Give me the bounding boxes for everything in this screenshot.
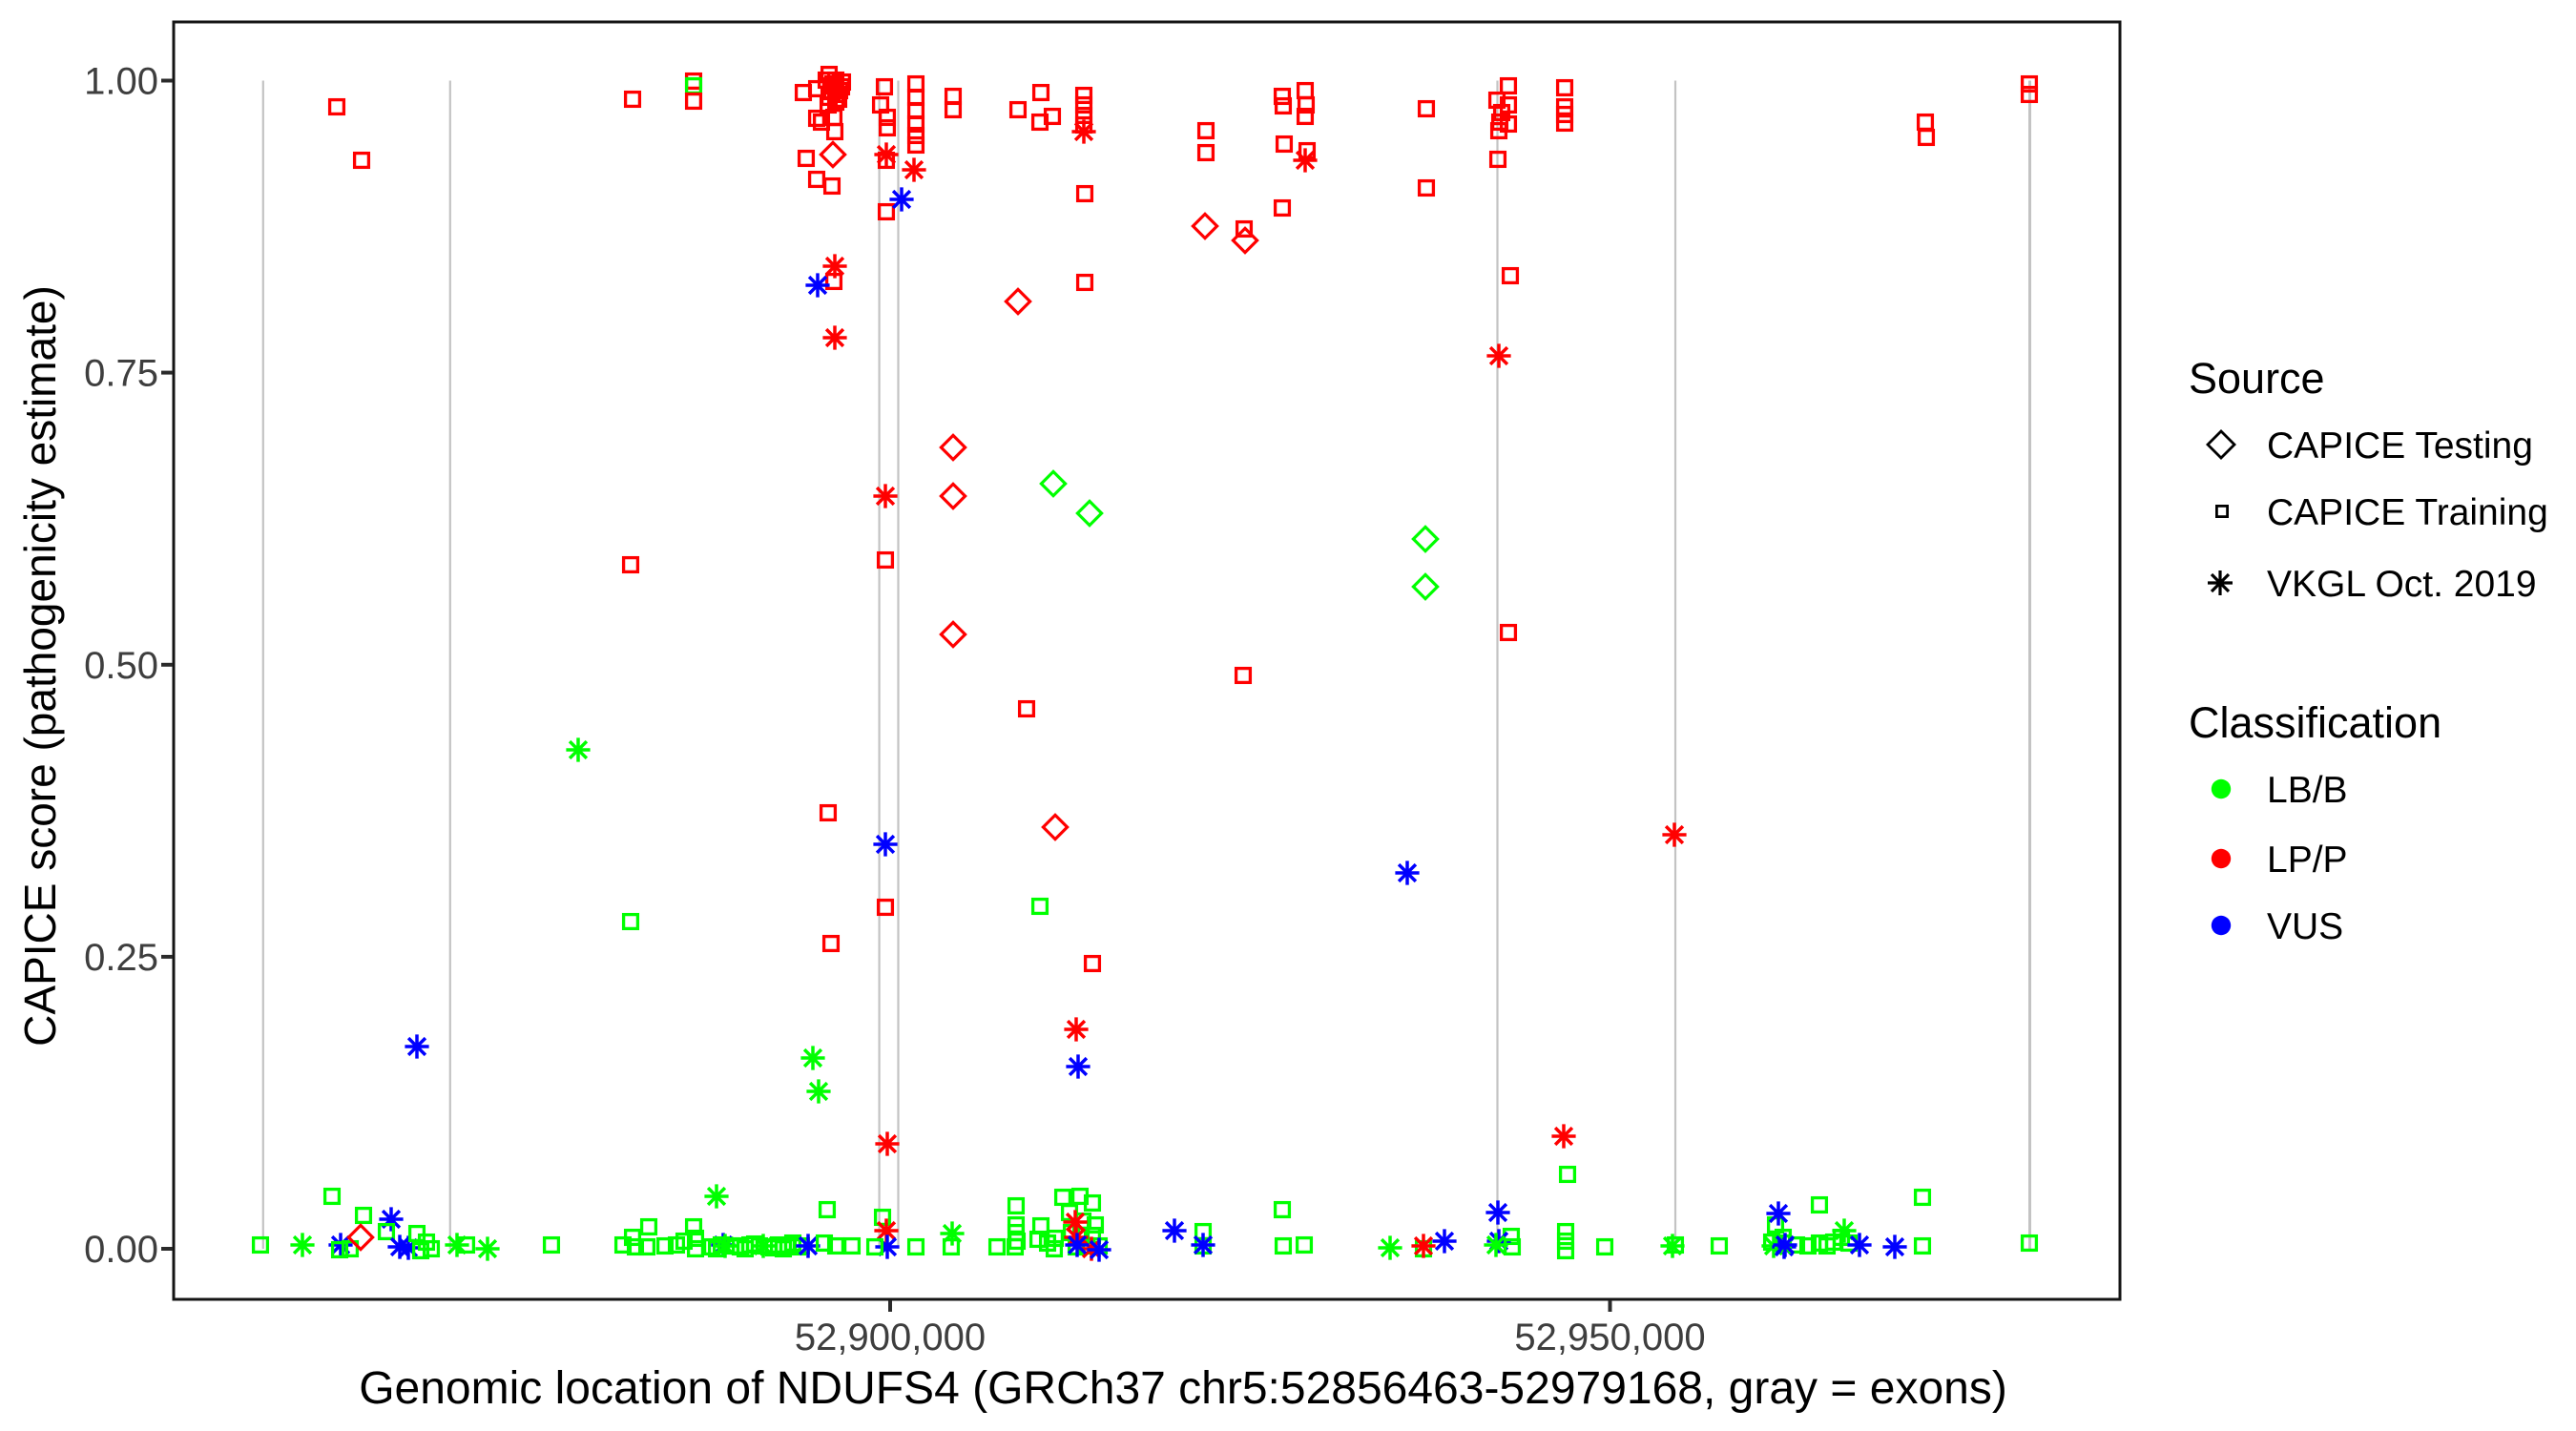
svg-text:LP/P: LP/P (2267, 840, 2348, 881)
svg-text:1.00: 1.00 (84, 61, 158, 103)
svg-text:VKGL Oct. 2019: VKGL Oct. 2019 (2267, 564, 2537, 605)
svg-text:0.25: 0.25 (84, 937, 158, 979)
svg-text:Genomic location of NDUFS4 (GR: Genomic location of NDUFS4 (GRCh37 chr5:… (359, 1363, 2007, 1414)
svg-text:Classification: Classification (2189, 698, 2441, 747)
svg-text:52,900,000: 52,900,000 (795, 1317, 986, 1358)
svg-text:0.75: 0.75 (84, 353, 158, 395)
svg-text:CAPICE Training: CAPICE Training (2267, 492, 2548, 533)
svg-text:0.50: 0.50 (84, 645, 158, 687)
svg-text:52,950,000: 52,950,000 (1514, 1317, 1705, 1358)
svg-text:CAPICE Testing: CAPICE Testing (2267, 425, 2533, 467)
svg-text:VUS: VUS (2267, 906, 2343, 947)
svg-text:0.00: 0.00 (84, 1229, 158, 1271)
svg-text:LB/B: LB/B (2267, 770, 2348, 811)
svg-text:Source: Source (2189, 354, 2325, 403)
svg-text:CAPICE score (pathogenicity es: CAPICE score (pathogenicity estimate) (15, 285, 65, 1047)
